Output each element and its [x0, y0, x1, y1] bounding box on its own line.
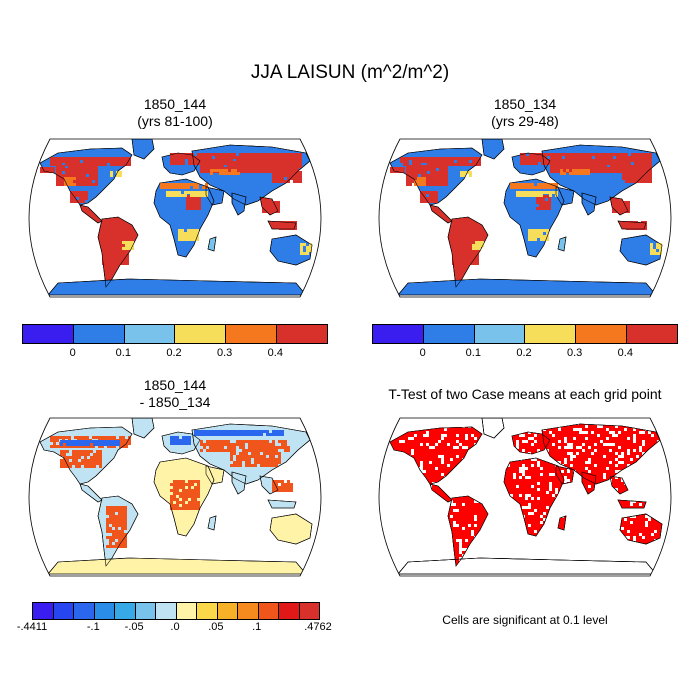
legend-diff-swatch [238, 603, 259, 619]
legend-2-swatch [373, 325, 424, 343]
legend-diff-swatch [259, 603, 280, 619]
legend-tick-label: .4762 [304, 621, 332, 633]
legend-diff-swatch [74, 603, 95, 619]
legend-tick-label: 0.3 [567, 347, 582, 359]
panel-1-title-line2: (yrs 81-100) [20, 113, 330, 130]
panel-3-title-line1: 1850_144 [20, 377, 330, 394]
panel-2-title: 1850_134 (yrs 29-48) [370, 96, 680, 130]
legend-tick-label: 0.1 [116, 347, 131, 359]
legend-tick-label: -.05 [125, 621, 144, 633]
figure-title: JJA LAISUN (m^2/m^2) [0, 62, 700, 84]
panel-4-title: T-Test of two Case means at each grid po… [350, 386, 700, 403]
legend-tick-label: 0 [420, 347, 426, 359]
legend-diff-swatch [33, 603, 54, 619]
legend-tick-label: 0.4 [618, 347, 633, 359]
legend-1-swatch [277, 325, 327, 343]
legend-diff-swatch [54, 603, 75, 619]
legend-2-swatch [576, 325, 627, 343]
legend-2-swatch [424, 325, 475, 343]
legend-tick-label: 0.4 [268, 347, 283, 359]
map-panel-4 [360, 410, 690, 585]
legend-2-swatch [525, 325, 576, 343]
map-panel-1 [10, 131, 340, 306]
legend-1-swatch [125, 325, 176, 343]
legend-tick-label: .0 [170, 621, 179, 633]
legend-1-swatch [226, 325, 277, 343]
legend-tick-label: 0.3 [217, 347, 232, 359]
panel-2-title-line2: (yrs 29-48) [370, 113, 680, 130]
legend-diff-swatch [177, 603, 198, 619]
panel-3-title-line2: - 1850_134 [20, 394, 330, 411]
panel-1-title: 1850_144 (yrs 81-100) [20, 96, 330, 130]
legend-tick-label: .05 [208, 621, 223, 633]
legend-tick-label: 0 [70, 347, 76, 359]
legend-2-swatch [475, 325, 526, 343]
panel-4-title-line1: T-Test of two Case means at each grid po… [350, 386, 700, 403]
legend-bar-panel-1 [22, 324, 328, 344]
legend-diff-swatch [156, 603, 177, 619]
legend-tick-label: -.1 [87, 621, 100, 633]
panel-3-title: 1850_144 - 1850_134 [20, 377, 330, 411]
legend-diff-swatch [300, 603, 320, 619]
legend-1-swatch [74, 325, 125, 343]
legend-diff-swatch [136, 603, 157, 619]
legend-bar-panel-2 [372, 324, 678, 344]
legend-1-swatch [23, 325, 74, 343]
legend-tick-label: -.4411 [17, 621, 47, 633]
legend-diff-swatch [218, 603, 239, 619]
legend-diff-swatch [279, 603, 300, 619]
panel-2-title-line1: 1850_134 [370, 96, 680, 113]
legend-tick-label: 0.2 [516, 347, 531, 359]
map-panel-2 [360, 131, 690, 306]
map-panel-3 [10, 410, 340, 585]
legend-diff-swatch [197, 603, 218, 619]
legend-diff-swatch [95, 603, 116, 619]
legend-bar-diff [32, 602, 320, 620]
panel-1-title-line1: 1850_144 [20, 96, 330, 113]
significance-note: Cells are significant at 0.1 level [360, 613, 690, 627]
legend-diff-swatch [115, 603, 136, 619]
legend-2-swatch [627, 325, 677, 343]
legend-tick-label: 0.1 [466, 347, 481, 359]
legend-tick-label: .1 [252, 621, 261, 633]
legend-1-swatch [175, 325, 226, 343]
legend-tick-label: 0.2 [166, 347, 181, 359]
